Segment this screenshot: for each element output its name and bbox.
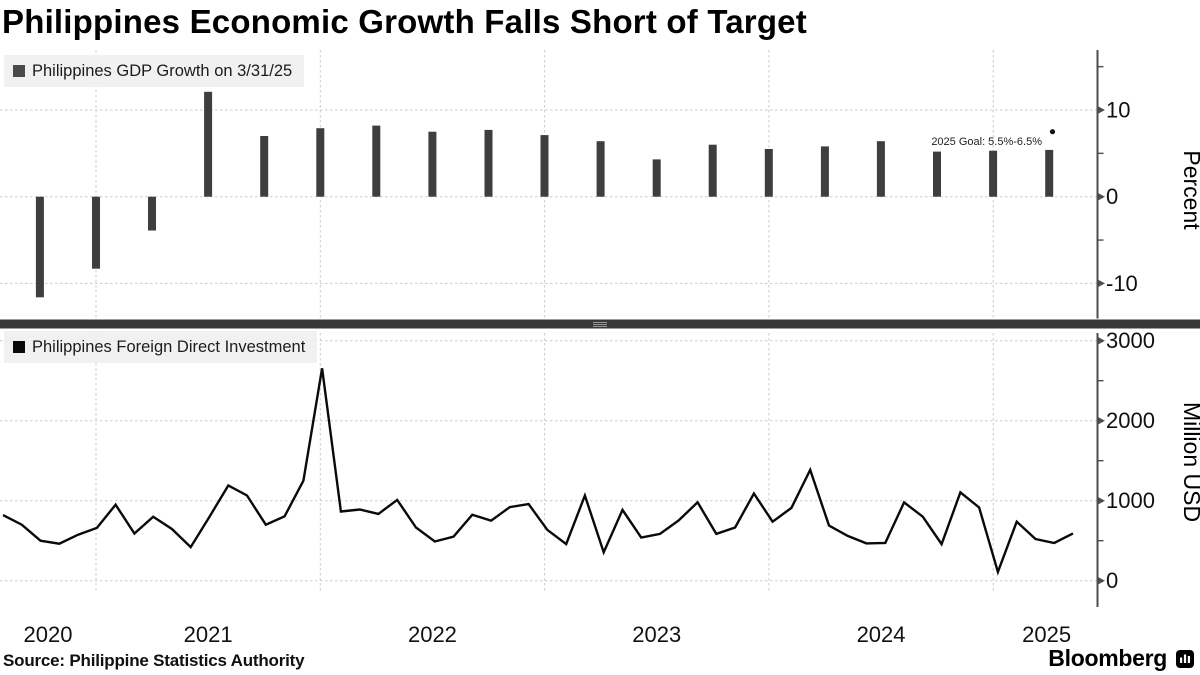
major-tick-arrow-icon xyxy=(1097,576,1105,585)
major-tick-arrow-icon xyxy=(1097,496,1105,505)
legend-gdp-growth: Philippines GDP Growth on 3/31/25 xyxy=(4,55,305,87)
gdp-growth-bar xyxy=(148,196,156,231)
gdp-growth-bar xyxy=(316,128,325,197)
bloomberg-logo: Bloomberg xyxy=(1048,645,1194,672)
gdp-growth-bar xyxy=(540,135,549,197)
y-tick-label: 10 xyxy=(1106,98,1130,123)
x-axis-year-label: 2022 xyxy=(408,622,457,647)
gdp-legend-label: Philippines GDP Growth on 3/31/25 xyxy=(32,61,293,80)
annotations: 2025 Goal: 5.5%-6.5% xyxy=(931,129,1056,148)
goal-dot-marker xyxy=(1049,129,1056,135)
x-axis-year-label: 2023 xyxy=(632,622,681,647)
gdp-growth-bar xyxy=(989,150,998,197)
panel-divider[interactable] xyxy=(0,319,1200,329)
gdp-growth-bar xyxy=(484,129,493,197)
legend-fdi: Philippines Foreign Direct Investment xyxy=(4,331,318,363)
gdp-growth-bar xyxy=(428,131,437,197)
gdp-growth-bar xyxy=(372,125,381,197)
gdp-growth-bar xyxy=(764,149,773,197)
gdp-growth-bar xyxy=(820,146,829,197)
top-axis-title: Percent xyxy=(1179,150,1200,230)
fdi-legend-swatch-icon xyxy=(13,341,25,353)
gdp-growth-bar xyxy=(92,196,100,269)
major-tick-arrow-icon xyxy=(1097,416,1105,425)
gdp-growth-bar xyxy=(708,144,717,197)
y-tick-label: -10 xyxy=(1106,271,1138,296)
x-axis-year-label: 2025 xyxy=(1022,622,1071,647)
gdp-growth-bar xyxy=(876,141,885,197)
major-tick-arrow-icon xyxy=(1097,192,1105,201)
bloomberg-logo-text: Bloomberg xyxy=(1048,645,1167,671)
axis-labels: 2020 2021 2022 2023 2024 2025 Percent Million U… xyxy=(24,150,1200,647)
x-axis-year-label: 2024 xyxy=(857,622,906,647)
gdp-growth-bar xyxy=(596,141,605,197)
gdp-growth-bar xyxy=(260,136,269,197)
y-tick-label: 0 xyxy=(1106,184,1118,209)
gdp-growth-bar xyxy=(204,91,213,197)
fdi-line xyxy=(2,368,1074,576)
y-tick-label: 0 xyxy=(1106,568,1118,593)
y-tick-label: 2000 xyxy=(1106,408,1155,433)
axes-and-ticks: 10 0 -10 3000 2000 1000 0 xyxy=(1096,50,1155,607)
source-note: Source: Philippine Statistics Authority xyxy=(3,651,305,670)
x-axis-year-label: 2020 xyxy=(24,622,73,647)
gridlines xyxy=(0,50,1098,592)
gdp-growth-bar xyxy=(933,151,941,197)
gdp-legend-swatch-icon xyxy=(13,65,25,77)
gdp-growth-bar xyxy=(35,196,44,298)
gdp-growth-bar xyxy=(1045,149,1054,197)
y-tick-label: 3000 xyxy=(1106,328,1155,353)
major-tick-arrow-icon xyxy=(1097,336,1105,345)
major-tick-arrow-icon xyxy=(1097,279,1105,288)
goal-annotation-text: 2025 Goal: 5.5%-6.5% xyxy=(931,136,1042,148)
fdi-legend-label: Philippines Foreign Direct Investment xyxy=(32,337,306,356)
data-series xyxy=(2,91,1074,576)
gdp-growth-bar xyxy=(652,159,661,197)
bottom-axis-title: Million USD xyxy=(1179,402,1200,522)
chart-title: Philippines Economic Growth Falls Short … xyxy=(2,3,807,40)
x-axis-year-label: 2021 xyxy=(184,622,233,647)
major-tick-arrow-icon xyxy=(1097,106,1105,114)
y-tick-label: 1000 xyxy=(1106,488,1155,513)
bloomberg-chart-icon xyxy=(1176,649,1194,668)
